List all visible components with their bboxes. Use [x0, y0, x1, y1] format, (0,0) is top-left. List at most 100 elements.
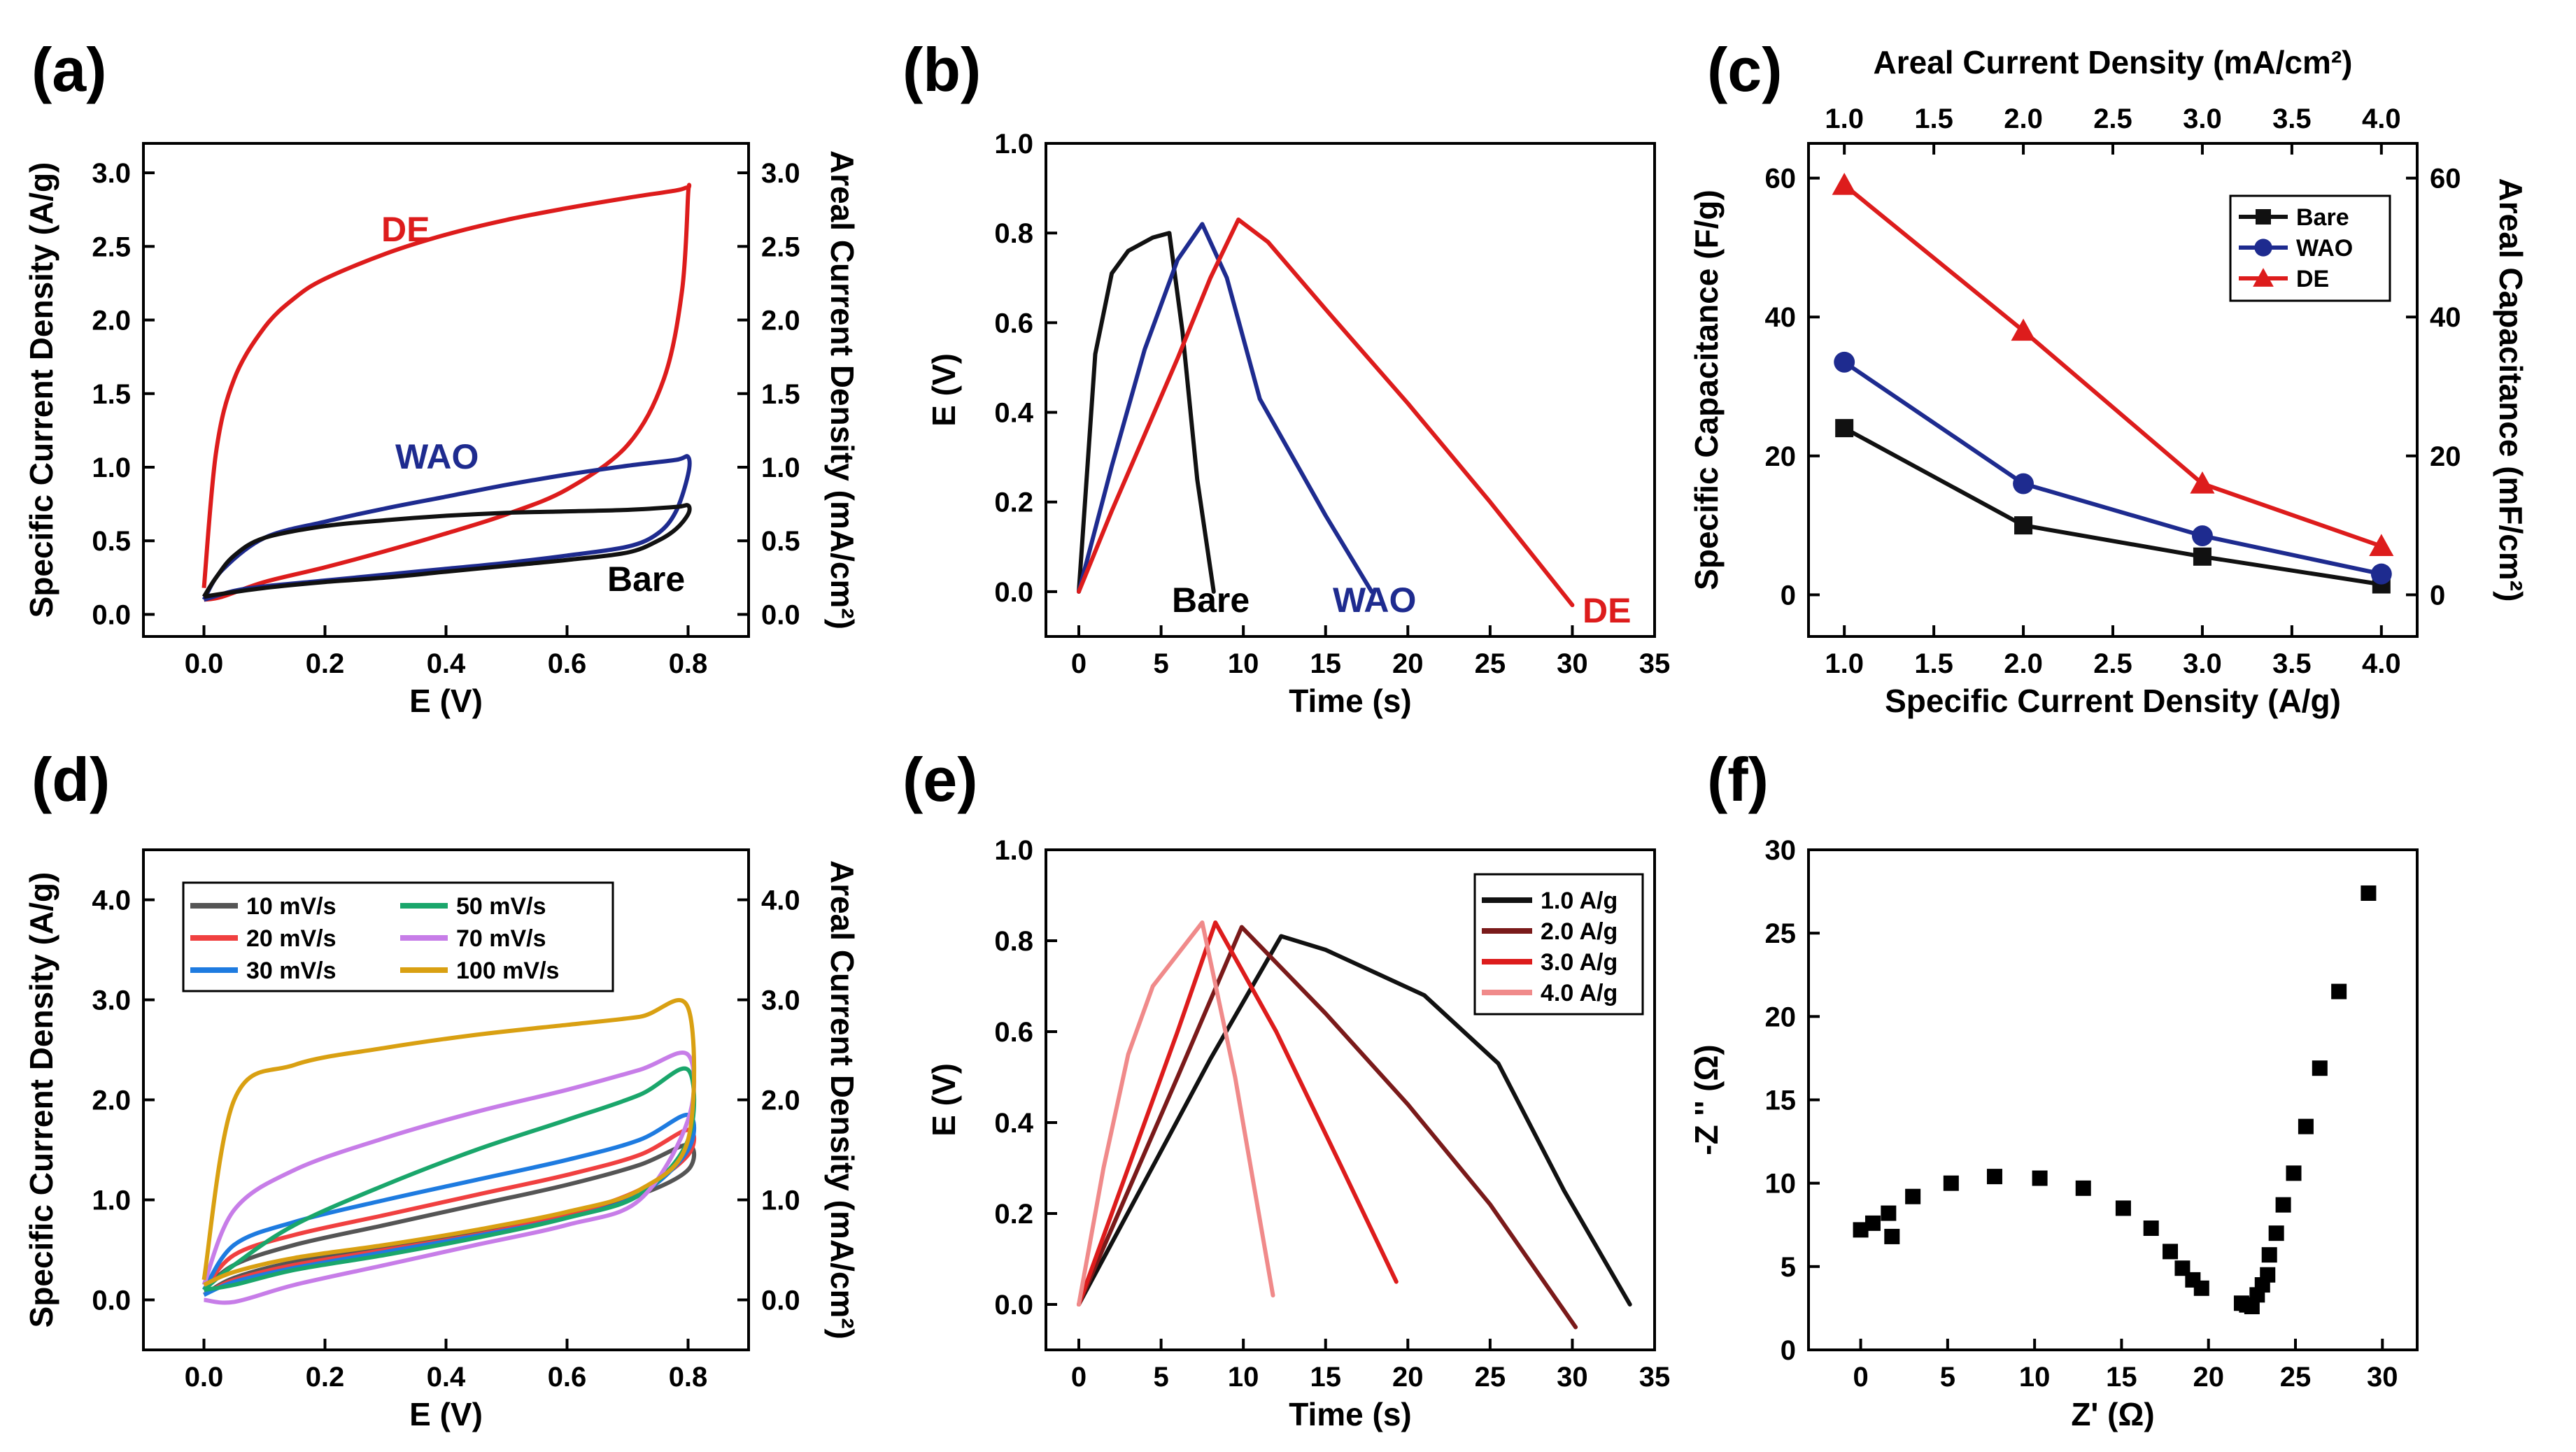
- x-tick-label: 10: [1228, 1362, 1259, 1393]
- y-axis-label: Specific Current Density (A/g): [23, 872, 59, 1328]
- panel-label: (f): [1707, 745, 1769, 814]
- gcd-curve-bare: [1077, 231, 1216, 594]
- panel-c: 1.0 1.0 1.5 1.5 2.0 2.0 2.5 2.5 3.0 3.0 3.5 3.5 4.0 4…: [1688, 35, 2529, 719]
- plot-frame: [1045, 142, 1656, 638]
- impedance-point: [2115, 1200, 2131, 1216]
- legend-label: 3.0 A/g: [1541, 949, 1618, 976]
- impedance-point: [2275, 1197, 2291, 1213]
- panel-label: (e): [903, 745, 978, 814]
- y-tick-label: 1.0: [92, 453, 131, 483]
- legend: 10 mV/s 20 mV/s 30 mV/s 50 mV/s 70 mV/s 100 m…: [182, 881, 614, 992]
- gcd-curve-30ag: [1077, 920, 1399, 1307]
- curve-label-bare: Bare: [607, 560, 685, 599]
- impedance-point: [1853, 1222, 1869, 1238]
- x2-tick-label: 2.0: [2004, 104, 2043, 134]
- y-tick-label: 1.0: [994, 835, 1033, 866]
- curve-label-de: DE: [381, 210, 430, 249]
- plot-frame: [1807, 848, 2419, 1351]
- y-tick-label: 0.8: [994, 218, 1033, 249]
- y-tick-label: 40: [1765, 302, 1797, 333]
- y-tick-label: 1.5: [92, 379, 131, 410]
- x-tick-label: 30: [1557, 648, 1588, 679]
- capacitance-line-bare: [1842, 426, 2384, 587]
- x-axis-label: Time (s): [1289, 1396, 1412, 1432]
- x2-tick-label: 4.0: [2362, 104, 2401, 134]
- capacitance-point-bare: [2193, 547, 2211, 566]
- panel-b: 0 5 10 15 20 25 30 35 0.0 0.2 0.4 0.6 0.8 1.0 Time (s)…: [903, 35, 1670, 719]
- capacitance-point-wao: [2191, 525, 2213, 546]
- curve-label-bare: Bare: [1172, 581, 1250, 620]
- x-tick-label: 5: [1153, 648, 1168, 679]
- y-tick-label: 0.4: [994, 398, 1033, 429]
- y-tick-label: 0.0: [994, 577, 1033, 608]
- x-tick-label: 5: [1153, 1362, 1168, 1393]
- impedance-point: [2261, 1247, 2277, 1263]
- x-tick-label: 25: [2280, 1362, 2312, 1393]
- y2-tick-label: 1.5: [761, 379, 800, 410]
- x-tick-label: 3.0: [2183, 648, 2222, 679]
- curve-label-de: DE: [1583, 591, 1631, 630]
- curve-label-wao: WAO: [1333, 581, 1416, 620]
- capacitance-line-wao: [1842, 360, 2384, 576]
- panel-e: 0 5 10 15 20 25 30 35 0.0 0.2 0.4 0.6 0.8 1.0 Time (s)…: [903, 745, 1670, 1432]
- impedance-point: [2331, 983, 2347, 999]
- y-tick-label: 0.6: [994, 308, 1033, 339]
- impedance-point: [1881, 1205, 1897, 1221]
- x-tick-label: 25: [1475, 648, 1506, 679]
- x-tick-label: 0.6: [548, 1362, 587, 1393]
- gcd-curve-de: [1077, 218, 1575, 608]
- y-tick-label: 1.0: [994, 129, 1033, 159]
- x-tick-label: 0.4: [427, 1362, 466, 1393]
- capacitance-point-de: [2190, 471, 2215, 494]
- gcd-curve-10ag: [1077, 934, 1632, 1307]
- x-tick-label: 1.5: [1914, 648, 1953, 679]
- y-tick-label: 30: [1765, 835, 1797, 866]
- y-tick-label: 25: [1765, 918, 1797, 949]
- capacitance-point-wao: [2013, 473, 2034, 494]
- x-tick-label: 30: [2367, 1362, 2398, 1393]
- impedance-point: [2361, 885, 2377, 901]
- impedance-point: [1943, 1175, 1959, 1191]
- x-tick-label: 15: [1310, 648, 1341, 679]
- capacitance-point-bare: [2014, 516, 2033, 535]
- cv-loop-100mvs: [201, 997, 697, 1287]
- capacitance-point-bare: [1835, 419, 1854, 438]
- impedance-point: [1864, 1215, 1881, 1231]
- y2-tick-label: 20: [2430, 441, 2461, 472]
- impedance-point: [2193, 1280, 2209, 1296]
- capacitance-line-de: [1842, 183, 2384, 548]
- legend-label-de: DE: [2296, 266, 2329, 292]
- legend-label: 10 mV/s: [246, 893, 337, 920]
- x-tick-label: 10: [1228, 648, 1259, 679]
- y2-axis-label: Areal Current Density (mA/cm²): [824, 150, 861, 629]
- x2-tick-label: 1.0: [1825, 104, 1864, 134]
- y2-tick-label: 2.5: [761, 232, 800, 262]
- y-tick-label: 0.0: [994, 1290, 1033, 1321]
- x-tick-label: 0: [1071, 648, 1087, 679]
- panel-f: 0 5 10 15 20 25 30 0 5 10 15 20 25 30 Z' (Ω) -Z '' (Ω) (…: [1688, 745, 2419, 1432]
- y-tick-label: 0.0: [92, 1286, 131, 1316]
- impedance-point: [2143, 1220, 2159, 1237]
- x-tick-label: 0.6: [548, 648, 587, 679]
- capacitance-point-wao: [2370, 563, 2392, 585]
- y-tick-label: 4.0: [92, 885, 131, 916]
- gcd-curve-wao: [1077, 222, 1374, 594]
- x-axis-label: E (V): [409, 683, 483, 719]
- legend-label: 100 mV/s: [456, 958, 559, 984]
- y-tick-label: 5: [1781, 1252, 1796, 1283]
- y2-axis-label: Areal Current Density (mA/cm²): [824, 860, 861, 1339]
- x-tick-label: 2.5: [2093, 648, 2132, 679]
- legend-marker-bare: [2256, 209, 2271, 225]
- legend-box: [182, 881, 614, 992]
- capacitance-point-de: [2011, 318, 2036, 341]
- y-tick-label: 0.8: [994, 926, 1033, 957]
- legend: Bare WAO DE: [2229, 194, 2391, 302]
- y-tick-label: 0.2: [994, 1199, 1033, 1230]
- x-tick-label: 35: [1639, 1362, 1671, 1393]
- y2-tick-label: 4.0: [761, 885, 800, 916]
- impedance-point: [2032, 1170, 2048, 1186]
- y-tick-label: 3.0: [92, 985, 131, 1016]
- x-tick-label: 1.0: [1825, 648, 1864, 679]
- impedance-point: [2268, 1225, 2284, 1241]
- legend-label: 2.0 A/g: [1541, 918, 1618, 945]
